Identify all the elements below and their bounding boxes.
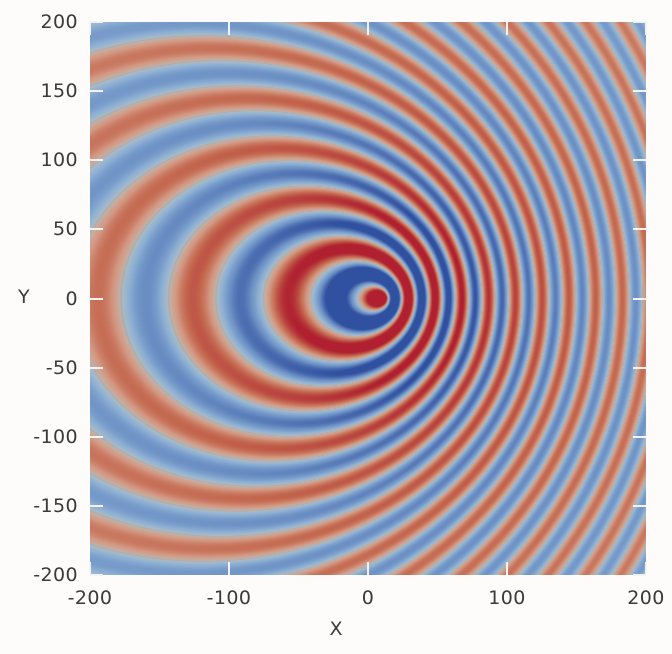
y-tick-label: 150 bbox=[40, 80, 78, 103]
y-tick-label: 50 bbox=[53, 218, 78, 241]
y-tick-label: -100 bbox=[33, 425, 78, 448]
y-tick-label: -200 bbox=[33, 564, 78, 586]
y-tick-label: -150 bbox=[33, 494, 78, 517]
wave-field-plot bbox=[90, 22, 646, 575]
y-tick-label: 0 bbox=[65, 287, 78, 310]
x-tick-label: 100 bbox=[488, 587, 526, 609]
x-tick-label: 0 bbox=[361, 587, 375, 609]
y-tick-label: 100 bbox=[40, 149, 78, 172]
y-axis-title: Y bbox=[18, 286, 30, 308]
y-tick-label: 200 bbox=[40, 11, 78, 33]
doppler-field-heatmap bbox=[90, 22, 646, 575]
y-tick-label: -50 bbox=[45, 356, 78, 379]
x-axis-title: X bbox=[329, 618, 343, 640]
x-tick-label: 200 bbox=[627, 587, 665, 609]
x-tick-label: -200 bbox=[67, 587, 113, 609]
x-tick-label: -100 bbox=[206, 587, 252, 609]
